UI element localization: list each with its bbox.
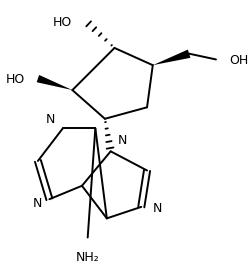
Text: HO: HO — [5, 73, 24, 86]
Text: N: N — [117, 133, 127, 147]
Text: N: N — [32, 197, 42, 210]
Text: OH: OH — [229, 54, 249, 67]
Polygon shape — [37, 75, 72, 90]
Text: HO: HO — [53, 16, 72, 29]
Polygon shape — [153, 50, 191, 65]
Text: N: N — [153, 202, 162, 215]
Text: N: N — [46, 114, 55, 126]
Text: NH₂: NH₂ — [76, 251, 100, 264]
